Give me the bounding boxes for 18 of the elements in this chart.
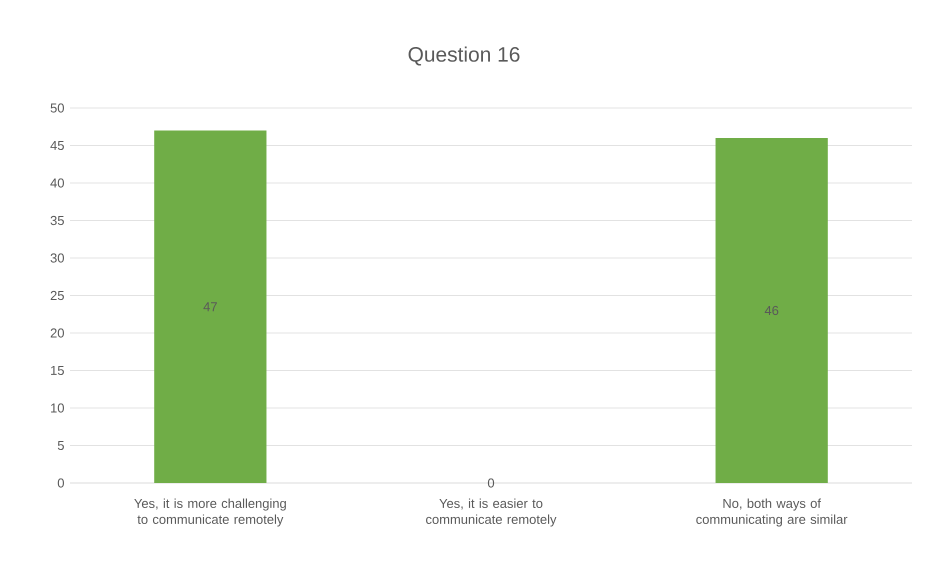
y-tick-label: 45 — [50, 140, 64, 150]
y-tick-label: 15 — [51, 366, 64, 376]
y-tick-label: 30 — [50, 253, 64, 263]
y-tick-label: 10 — [51, 403, 64, 413]
data-label: 46 — [764, 306, 778, 316]
data-label: 0 — [488, 478, 494, 488]
y-tick-label: 35 — [50, 216, 64, 226]
x-tick-label: No, both ways of communicating are similar — [696, 498, 848, 527]
y-tick-label: 0 — [58, 478, 64, 488]
y-tick-label: 5 — [58, 440, 64, 450]
y-tick-label: 40 — [50, 178, 64, 188]
x-tick-label: Yes, it is easier to communicate remotely — [426, 498, 556, 527]
y-tick-label: 50 — [50, 103, 64, 113]
y-tick-label: 25 — [50, 290, 64, 300]
chart-title: Question 16 — [408, 46, 520, 66]
x-tick-label: Yes, it is more challenging to communicate remotely — [134, 498, 286, 527]
data-label: 47 — [203, 302, 217, 312]
y-tick-label: 20 — [50, 328, 64, 338]
